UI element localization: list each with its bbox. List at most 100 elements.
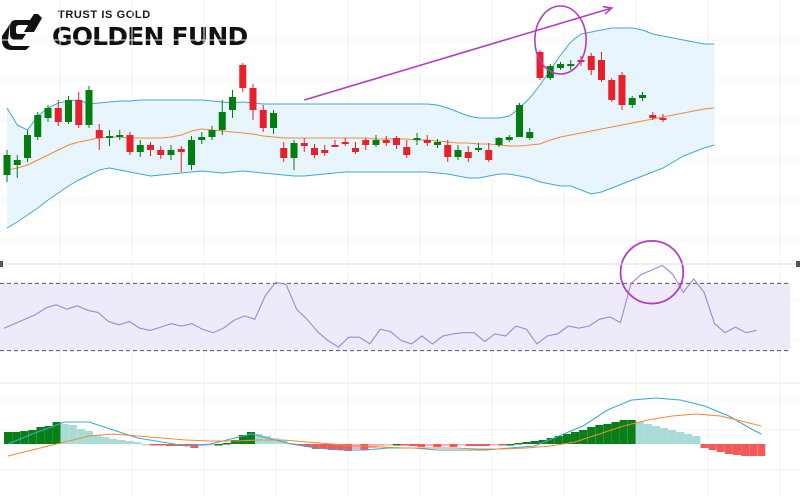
histogram-bar-negative <box>425 444 434 446</box>
candle-body <box>13 160 21 165</box>
candle-body <box>382 140 390 143</box>
candle-up <box>13 155 21 178</box>
candle-down <box>598 52 605 82</box>
oscillator-line <box>3 264 757 348</box>
candle-body <box>372 140 380 145</box>
histogram-bar-negative <box>473 444 482 446</box>
candle-down <box>649 112 657 120</box>
candle-body <box>659 118 667 120</box>
candle-up <box>106 130 113 146</box>
candle-body <box>557 64 564 68</box>
histogram-bar-positive <box>44 426 53 444</box>
candle-body <box>495 138 503 145</box>
candle-up <box>229 90 236 118</box>
candle-down <box>464 146 472 162</box>
histogram-bar-positive <box>684 434 693 444</box>
candle-down <box>331 140 339 147</box>
candle-body <box>444 145 452 157</box>
histogram-bar-positive <box>125 441 134 444</box>
candle-up <box>505 135 513 142</box>
histogram-bar-negative <box>311 444 320 449</box>
candle-body <box>598 60 605 80</box>
histogram-bar-negative <box>328 444 336 450</box>
candle-down <box>54 100 62 126</box>
histogram-bar-positive <box>117 440 126 444</box>
histogram-bar-positive <box>692 436 701 444</box>
histogram-bar-positive <box>627 420 636 444</box>
candle-up <box>434 139 441 148</box>
histogram-bar-negative <box>481 444 490 446</box>
histogram-bar-positive <box>85 431 93 444</box>
candle-up <box>639 92 646 101</box>
candle-body <box>116 135 124 137</box>
histogram-bar-positive <box>635 422 644 444</box>
candle-body <box>526 132 534 138</box>
histogram-bar-negative <box>206 444 215 446</box>
histogram-bar-negative <box>344 444 353 451</box>
histogram-bar-positive <box>643 424 652 444</box>
candle-down <box>126 132 134 155</box>
trend-arrow-head <box>602 5 614 15</box>
brand-tagline: TRUST IS GOLD <box>58 9 151 21</box>
candle-body <box>167 150 175 155</box>
candle-up <box>34 112 42 140</box>
histogram-bar-positive <box>546 438 555 444</box>
candle-up <box>198 132 206 144</box>
histogram-bar-positive <box>619 420 628 444</box>
candle-body <box>587 56 595 70</box>
histogram-bar-positive <box>141 444 150 446</box>
histogram-bar-negative <box>368 444 377 448</box>
candle-body <box>628 98 636 105</box>
candle-up <box>218 100 226 135</box>
candle-body <box>423 140 431 143</box>
histogram-bar-negative <box>433 444 442 447</box>
histogram-bar-positive <box>230 440 239 444</box>
histogram-bar-negative <box>716 444 725 452</box>
brand-logo: TRUST IS GOLD GOLDEN FUND <box>0 6 280 58</box>
candle-body <box>44 108 52 118</box>
golden-fund-logo-icon <box>2 14 42 50</box>
candle-body <box>393 138 400 145</box>
histogram-bar-negative <box>757 444 766 456</box>
histogram-bar-negative <box>166 444 174 446</box>
candle-body <box>280 148 288 158</box>
candle-body <box>341 142 349 144</box>
histogram-bar-positive <box>101 437 110 444</box>
candle-up <box>475 143 482 152</box>
candle-up <box>454 145 462 160</box>
histogram-bar-negative <box>708 444 717 450</box>
histogram-bar-negative <box>360 444 369 450</box>
histogram-bar-negative <box>400 444 409 446</box>
candle-up <box>628 96 636 108</box>
histogram-bar-positive <box>28 430 37 444</box>
candle-down <box>177 146 185 172</box>
candle-up <box>24 130 31 162</box>
candle-down <box>311 144 318 158</box>
candle-down <box>444 140 452 162</box>
candle-down <box>423 135 431 146</box>
candle-body <box>157 150 165 155</box>
histogram-bar-negative <box>724 444 733 454</box>
candle-body <box>85 90 93 125</box>
candle-body <box>65 100 72 122</box>
candle-body <box>188 140 195 165</box>
candle-body <box>229 97 236 110</box>
candle-body <box>290 143 298 158</box>
histogram-bar-negative <box>733 444 741 455</box>
signal-line-fast <box>7 397 762 451</box>
histogram-bar-negative <box>336 444 345 450</box>
histogram-bar-positive <box>255 434 264 444</box>
panel-frame <box>0 261 800 384</box>
histogram-bar-positive <box>506 444 515 446</box>
candle-down <box>239 63 247 92</box>
histogram-bar-positive <box>562 434 571 444</box>
candle-body <box>649 115 657 118</box>
candle-up <box>526 128 534 140</box>
histogram-bar-negative <box>417 444 426 447</box>
histogram-bar-positive <box>571 432 579 444</box>
candle-body <box>208 130 216 137</box>
candle-down <box>362 138 370 150</box>
candle-body <box>639 95 646 98</box>
candle-down <box>608 78 616 102</box>
histogram-bar-positive <box>611 422 620 444</box>
